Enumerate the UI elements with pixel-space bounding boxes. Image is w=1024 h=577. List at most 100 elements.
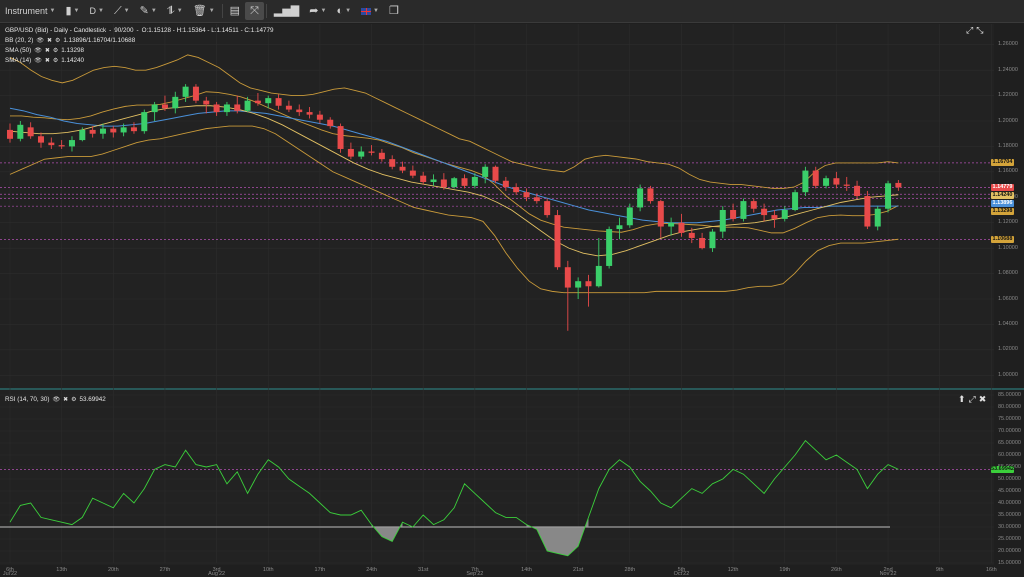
gear-icon[interactable]: ⚙ xyxy=(55,38,61,44)
candle-body xyxy=(709,231,716,249)
toolbar-divider xyxy=(265,4,267,18)
ohlc-readout: O:1.15128 - H:1.15364 - L:1.14511 - C:1.… xyxy=(141,27,274,34)
chart-type-dropdown[interactable]: ▮ ▼ xyxy=(60,0,84,22)
close-icon[interactable]: ✖ xyxy=(46,38,53,44)
bb-upper-line xyxy=(9,54,899,189)
time-axis-label: 13th xyxy=(56,567,67,573)
bb-lower-line xyxy=(9,125,899,294)
candle xyxy=(151,101,158,121)
line-tool-icon: ⟋ xyxy=(113,4,122,17)
candle-body xyxy=(68,140,75,147)
candle-body xyxy=(719,210,726,232)
candle-body xyxy=(471,176,478,186)
restore-icon[interactable]: ⤡ xyxy=(976,25,984,35)
candle xyxy=(172,91,179,114)
candle xyxy=(182,84,189,102)
candle-body xyxy=(626,207,633,226)
candle xyxy=(616,217,623,240)
time-axis-month-label: Sep'22 xyxy=(466,571,484,577)
price-chart[interactable] xyxy=(0,23,1024,576)
price-tag: 1.16704 xyxy=(991,159,1014,167)
candle-body xyxy=(668,222,675,227)
candle-body xyxy=(854,185,861,197)
candle-body xyxy=(699,237,706,249)
price-tag: 1.10688 xyxy=(991,235,1014,243)
gear-icon[interactable]: ⚙ xyxy=(71,397,77,403)
candle xyxy=(213,101,220,116)
theme-dropdown[interactable]: ◐ ▼ xyxy=(331,0,356,22)
rsi-pane xyxy=(0,391,994,565)
candle-body xyxy=(688,232,695,238)
line-tool-dropdown[interactable]: ⟋ ▼ xyxy=(109,0,135,22)
close-icon[interactable]: ✖ xyxy=(44,48,50,54)
candle-body xyxy=(513,187,520,193)
candle xyxy=(895,179,902,191)
language-dropdown[interactable]: ▼ xyxy=(356,0,384,22)
rsi-oversold-fill xyxy=(371,522,403,542)
candle xyxy=(461,174,468,189)
eye-icon[interactable]: 👁 xyxy=(34,48,42,54)
maximize-icon[interactable]: ⤢ xyxy=(966,25,974,35)
instrument-dropdown[interactable]: Instrument ▼ xyxy=(0,0,60,22)
candle xyxy=(554,210,561,270)
candle xyxy=(420,171,427,185)
candle-body xyxy=(99,128,106,134)
candle xyxy=(802,166,809,197)
rsi-line xyxy=(9,439,899,557)
close-icon[interactable]: ✖ xyxy=(63,397,69,403)
crosshair-button[interactable]: ⤧ xyxy=(245,2,264,20)
price-axis-label: 1.22000 xyxy=(998,92,1018,99)
candle xyxy=(812,166,819,189)
close-icon[interactable]: ✖ xyxy=(44,58,50,64)
draw-tool-dropdown[interactable]: ✎ ▼ xyxy=(135,0,162,22)
eye-icon[interactable]: 👁 xyxy=(36,38,44,44)
candle xyxy=(316,110,323,124)
price-axis-label: 1.08000 xyxy=(998,270,1018,277)
indicators-dropdown[interactable]: ⥮ ▼ xyxy=(162,0,188,22)
crosshair-icon: ⤧ xyxy=(250,4,259,17)
timeframe-dropdown[interactable]: D ▼ xyxy=(85,0,109,22)
rsi-axis-label: 40.00000 xyxy=(998,499,1021,506)
candle xyxy=(99,123,106,139)
popout-button[interactable]: ❐ xyxy=(384,0,404,22)
share-dropdown[interactable]: ➦ ▼ xyxy=(304,0,331,22)
candle-body xyxy=(771,215,778,219)
candle xyxy=(492,165,499,184)
close-icon[interactable]: ✖ xyxy=(978,394,987,404)
eye-icon[interactable]: 👁 xyxy=(34,58,42,64)
gear-icon[interactable]: ⚙ xyxy=(52,48,59,54)
eye-icon[interactable]: 👁 xyxy=(52,397,61,403)
candle-body xyxy=(482,166,489,177)
candle-body xyxy=(285,105,292,110)
candle-body xyxy=(120,127,127,133)
rsi-axis-label: 15.00000 xyxy=(998,559,1021,566)
candle-body xyxy=(750,201,757,209)
gear-icon[interactable]: ⚙ xyxy=(52,58,59,64)
price-axis-label: 1.04000 xyxy=(998,320,1018,327)
rsi-axis-label: 30.00000 xyxy=(998,523,1021,530)
rsi-panel xyxy=(0,439,994,557)
delete-dropdown[interactable]: 🗑 ▼ xyxy=(188,0,220,22)
bar-chart-button[interactable]: ▂▅▇ xyxy=(269,0,304,22)
candle-body xyxy=(730,210,737,219)
rsi-axis-label: 50.00000 xyxy=(998,475,1021,482)
price-pane xyxy=(0,24,994,394)
maximize-icon[interactable]: ⤢ xyxy=(968,394,976,404)
layout-button[interactable]: ▤ xyxy=(225,0,245,22)
candle-body xyxy=(781,210,788,219)
sma14-line xyxy=(9,105,899,257)
price-axis-label: 1.02000 xyxy=(998,346,1018,353)
chevron-down-icon: ▼ xyxy=(150,8,157,14)
candle xyxy=(347,142,354,160)
candle xyxy=(637,184,644,212)
chevron-down-icon: ▼ xyxy=(49,8,56,14)
price-axis-label: 1.00000 xyxy=(998,371,1018,378)
price-axis-label: 1.10000 xyxy=(998,244,1018,251)
timeframe-label: D xyxy=(89,6,97,16)
indicator-name: SMA (50) xyxy=(5,47,32,54)
candle xyxy=(533,193,540,204)
candle xyxy=(68,136,75,152)
candle xyxy=(854,180,861,199)
candle-body xyxy=(585,281,592,287)
move-up-icon[interactable]: ⬆ xyxy=(958,394,966,404)
